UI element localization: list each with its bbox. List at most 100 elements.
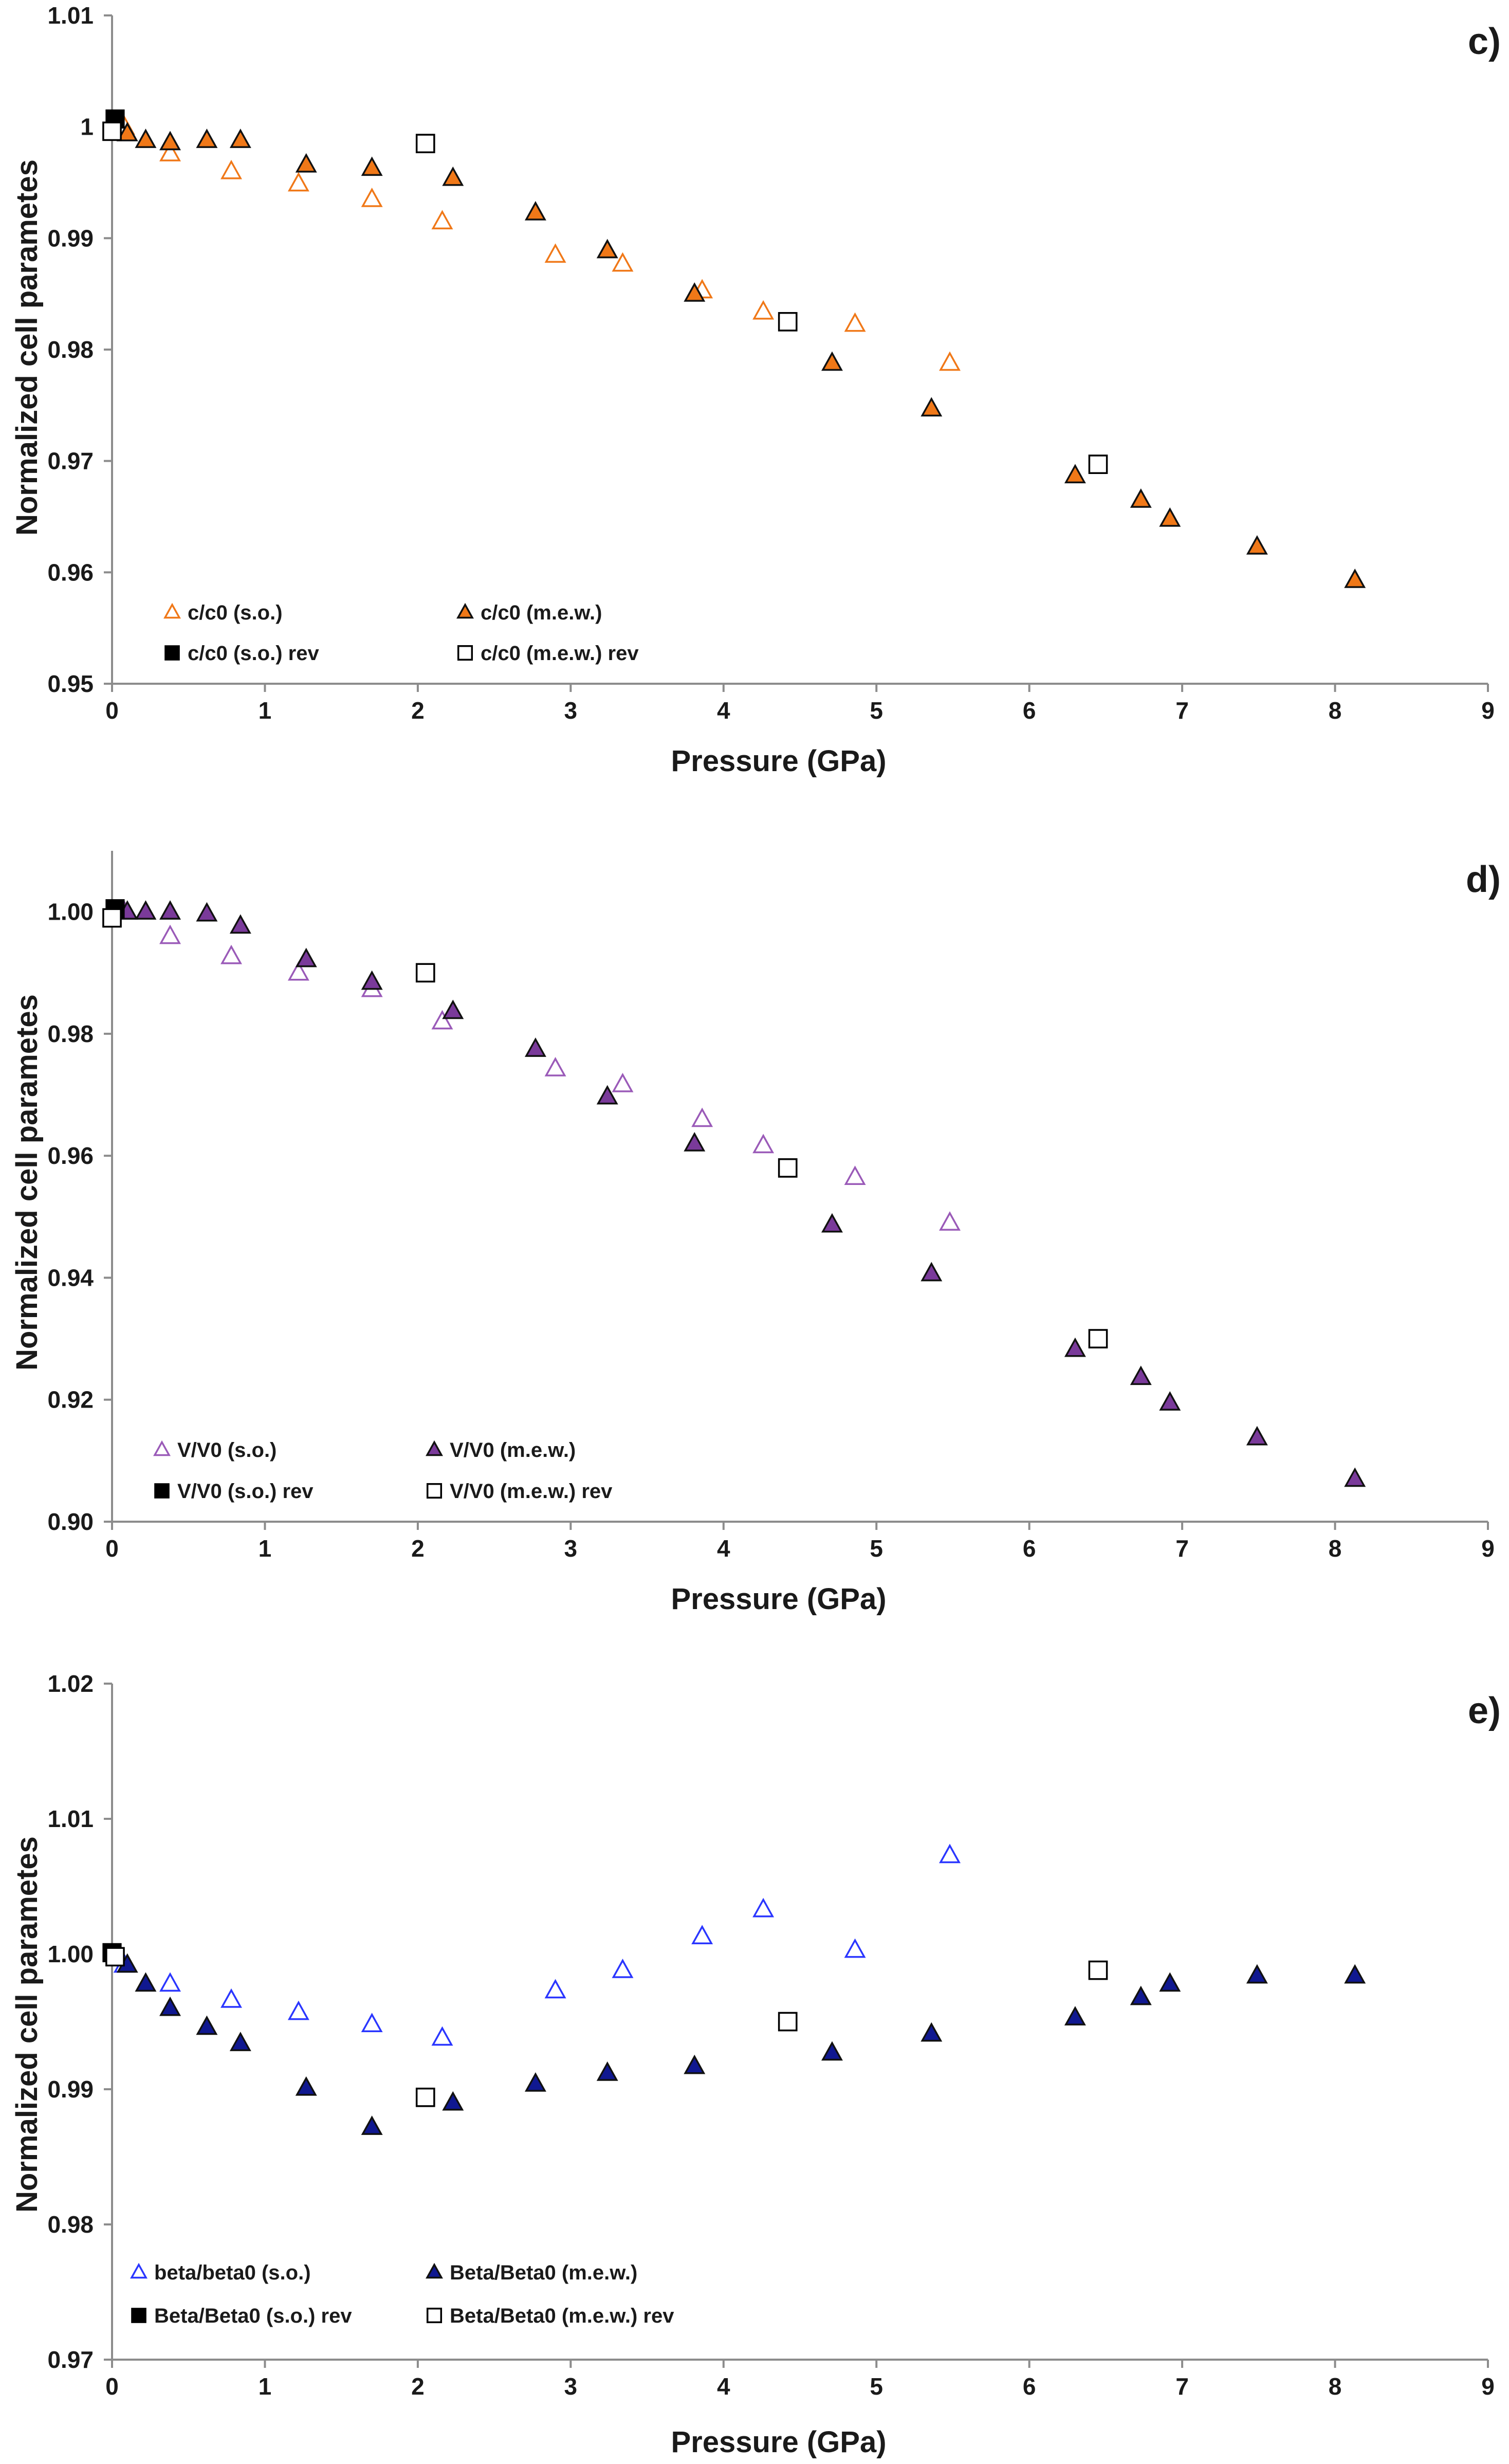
point-d-s1-1 <box>135 900 157 920</box>
point-d-s0-9 <box>752 1134 775 1154</box>
x-tick-label-c-8: 8 <box>1329 697 1342 724</box>
point-c-s1-15 <box>1159 507 1181 527</box>
legend-marker-d-3 <box>426 1483 443 1499</box>
y-tick-label-d-3: 0.96 <box>47 1142 94 1169</box>
point-e-s3-2 <box>778 2012 798 2032</box>
legend-symbol-e-0 <box>130 2262 148 2279</box>
legend-entry-c-0: c/c0 (s.o.) <box>163 601 283 624</box>
point-c-s1-10 <box>684 282 706 302</box>
point-e-s1-17 <box>1344 1964 1366 1984</box>
point-d-s3-2 <box>778 1158 798 1178</box>
point-c-s0-6 <box>544 243 566 263</box>
x-tick-label-d-2: 2 <box>411 1535 425 1562</box>
marks-e <box>102 1844 1366 2135</box>
legend-entry-e-2: Beta/Beta0 (s.o.) rev <box>131 2305 352 2327</box>
x-tick-label-c-3: 3 <box>564 697 578 724</box>
y-tick-label-e-1: 0.98 <box>47 2211 94 2238</box>
legend-marker-d-2 <box>154 1483 170 1499</box>
point-c-s0-11 <box>939 351 961 371</box>
legend-label-c-2: c/c0 (s.o.) rev <box>188 642 319 665</box>
point-e-s1-13 <box>1064 2006 1086 2025</box>
x-axis-title-e: Pressure (GPa) <box>671 2425 886 2459</box>
point-e-s0-5 <box>431 2026 453 2046</box>
point-c-s0-10 <box>844 312 866 332</box>
point-d-s1-15 <box>1159 1391 1181 1411</box>
legend-label-c-0: c/c0 (s.o.) <box>188 601 283 624</box>
point-c-s1-13 <box>1064 464 1086 484</box>
legend-symbol-c-1 <box>456 603 474 619</box>
point-c-s1-4 <box>229 129 251 148</box>
point-d-s1-13 <box>1064 1337 1086 1357</box>
y-tick-label-c-2: 0.97 <box>47 448 94 474</box>
legend-label-e-0: beta/beta0 (s.o.) <box>154 2261 311 2284</box>
point-d-s3-0 <box>102 908 122 928</box>
x-tick-label-d-8: 8 <box>1329 1535 1342 1562</box>
point-c-s1-1 <box>135 129 157 148</box>
legend-marker-c-3 <box>457 645 473 661</box>
point-e-s1-8 <box>524 2072 546 2092</box>
x-tick-label-c-1: 1 <box>259 697 272 724</box>
y-tick-label-c-0: 0.95 <box>47 670 94 697</box>
y-tick-label-d-4: 0.98 <box>47 1020 94 1047</box>
y-tick-label-c-4: 0.99 <box>47 225 94 251</box>
y-tick-label-c-3: 0.98 <box>47 336 94 363</box>
legend-marker-c-2 <box>164 645 180 661</box>
y-axis-title-e: Normalized cell parametes <box>10 1836 44 2213</box>
point-c-s1-2 <box>159 131 181 151</box>
legend-symbol-e-1 <box>426 2262 443 2279</box>
legend-marker-d-1 <box>426 1440 443 1456</box>
point-d-s0-6 <box>544 1057 566 1076</box>
point-d-s1-2 <box>159 900 181 920</box>
x-tick-label-c-9: 9 <box>1481 697 1495 724</box>
point-c-s3-0 <box>102 121 122 141</box>
y-tick-label-d-0: 0.90 <box>47 1508 94 1535</box>
y-tick-label-e-5: 1.02 <box>47 1670 94 1697</box>
point-c-s0-7 <box>612 252 634 272</box>
x-tick-label-e-0: 0 <box>105 2373 119 2400</box>
point-d-s1-16 <box>1246 1426 1268 1446</box>
y-tick-label-d-1: 0.92 <box>47 1386 94 1413</box>
marks-c <box>102 109 1366 588</box>
x-tick-label-e-4: 4 <box>717 2373 730 2400</box>
legend-label-e-1: Beta/Beta0 (m.e.w.) <box>450 2261 637 2284</box>
legend-symbol-d-0 <box>153 1440 171 1456</box>
y-tick-label-c-1: 0.96 <box>47 559 94 586</box>
point-e-s1-1 <box>135 1972 157 1992</box>
x-tick-label-d-6: 6 <box>1023 1535 1036 1562</box>
point-d-s0-5 <box>431 1010 453 1030</box>
x-tick-label-d-9: 9 <box>1481 1535 1495 1562</box>
legend-symbol-e-2 <box>131 2308 146 2323</box>
x-tick-label-e-1: 1 <box>259 2373 272 2400</box>
legend-d: V/V0 (s.o.) V/V0 (m.e.w.) V/V0 (s.o.) re… <box>153 1439 613 1503</box>
point-c-s1-7 <box>442 166 464 186</box>
legend-marker-e-2 <box>131 2308 146 2323</box>
point-d-s0-2 <box>220 944 242 964</box>
legend-c: c/c0 (s.o.) c/c0 (m.e.w.) c/c0 (s.o.) re… <box>163 601 639 665</box>
point-c-s1-14 <box>1130 488 1152 508</box>
x-tick-label-d-4: 4 <box>717 1535 730 1562</box>
point-e-s0-6 <box>544 1979 566 1999</box>
legend-symbol-d-2 <box>154 1483 170 1499</box>
point-c-s1-5 <box>295 153 317 173</box>
point-c-s1-8 <box>524 200 546 221</box>
legend-marker-c-1 <box>456 603 474 619</box>
point-e-s1-14 <box>1130 1985 1152 2005</box>
point-e-s1-2 <box>159 1996 181 2016</box>
y-tick-label-e-2: 0.99 <box>47 2076 94 2103</box>
point-d-s3-1 <box>415 963 435 983</box>
x-tick-label-d-3: 3 <box>564 1535 578 1562</box>
x-tick-label-c-2: 2 <box>411 697 425 724</box>
legend-marker-c-0 <box>163 603 181 619</box>
panel-label-d: d) <box>1466 859 1501 900</box>
point-c-s1-17 <box>1344 568 1366 588</box>
point-e-s1-10 <box>684 2054 706 2074</box>
point-c-s0-9 <box>752 300 775 320</box>
y-tick-label-d-5: 1.00 <box>47 899 94 925</box>
point-e-s0-1 <box>159 1972 181 1992</box>
x-tick-label-c-6: 6 <box>1023 697 1036 724</box>
x-tick-label-c-4: 4 <box>717 697 730 724</box>
x-tick-label-d-0: 0 <box>105 1535 119 1562</box>
point-c-s3-2 <box>778 312 798 332</box>
